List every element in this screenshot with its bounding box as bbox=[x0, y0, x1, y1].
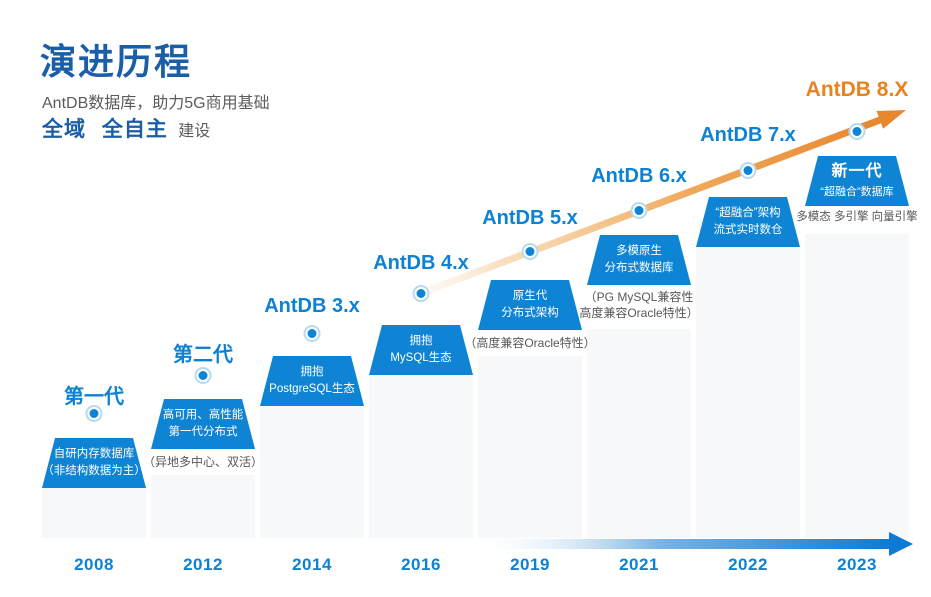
caption-line: 高度兼容Oracle特性） bbox=[579, 305, 699, 320]
slogan-suffix: 建设 bbox=[178, 123, 211, 140]
trapezoid-line: （非结构数据为主） bbox=[42, 465, 146, 477]
milestone-trapezoid: 新一代 “超融合”数据库 bbox=[805, 156, 909, 206]
timeline-column-2012: 第二代 高可用、高性能 第一代分布式 （异地多中心、双活） 2012 bbox=[143, 0, 263, 597]
milestone-caption: （高度兼容Oracle特性） bbox=[457, 336, 603, 352]
milestone-dot bbox=[412, 285, 430, 302]
caption-line: （PG MySQL兼容性 bbox=[584, 290, 694, 304]
trapezoid-line: “超融合”架构 bbox=[715, 207, 781, 220]
year-label: 2016 bbox=[401, 555, 441, 574]
milestone-trapezoid: 拥抱 PostgreSQL生态 bbox=[260, 356, 364, 406]
column-shaft bbox=[260, 406, 364, 538]
trapezoid-line: PostgreSQL生态 bbox=[269, 383, 355, 395]
milestone-trapezoid: 多模原生 分布式数据库 bbox=[587, 235, 691, 285]
year-label: 2014 bbox=[292, 555, 332, 574]
milestone-caption: （异地多中心、双活） bbox=[130, 455, 276, 471]
milestone-dot bbox=[303, 325, 321, 342]
milestone-caption: 多模态 多引擎 向量引擎 bbox=[784, 210, 930, 225]
timeline-column-2008: 第一代 自研内存数据库 （非结构数据为主） 2008 bbox=[42, 0, 146, 597]
timeline-column-2014: AntDB 3.x 拥抱 PostgreSQL生态 2014 bbox=[260, 0, 364, 597]
milestone-trapezoid: 自研内存数据库 （非结构数据为主） bbox=[42, 438, 146, 488]
year-label: 2021 bbox=[619, 555, 659, 574]
trapezoid-line: 多模原生 bbox=[616, 245, 662, 258]
milestone-trapezoid: 高可用、高性能 第一代分布式 bbox=[151, 399, 255, 449]
year-label: 2008 bbox=[74, 555, 114, 574]
milestone-dot bbox=[521, 243, 539, 260]
milestone-caption: （PG MySQL兼容性 高度兼容Oracle特性） bbox=[566, 290, 712, 322]
trapezoid-line: “超融合”数据库 bbox=[820, 186, 894, 199]
trapezoid-line: 分布式数据库 bbox=[604, 262, 674, 274]
milestone-trapezoid: 拥抱 MySQL生态 bbox=[369, 325, 473, 375]
column-shaft bbox=[151, 475, 255, 538]
page-title: 演进历程 bbox=[40, 41, 193, 82]
trapezoid-line: 分布式架构 bbox=[501, 307, 559, 319]
milestone-dot bbox=[848, 123, 866, 140]
trapezoid-line: 原生代 bbox=[512, 290, 548, 303]
timeline-column-2019: AntDB 5.x 原生代 分布式架构 （高度兼容Oracle特性） 2019 bbox=[464, 0, 595, 597]
page-subtitle: AntDB数据库，助力5G商用基础 bbox=[42, 95, 270, 112]
trapezoid-line: MySQL生态 bbox=[390, 352, 452, 364]
caption-line: （异地多中心、双活） bbox=[142, 455, 263, 469]
slogan: 全域 全自主 建设 bbox=[42, 113, 210, 143]
version-label: AntDB 8.X bbox=[805, 78, 909, 101]
trapezoid-line: 自研内存数据库 bbox=[53, 448, 135, 461]
timeline-column-2016: AntDB 4.x 拥抱 MySQL生态 2016 bbox=[369, 0, 473, 597]
column-shaft bbox=[369, 375, 473, 538]
year-label: 2019 bbox=[510, 555, 550, 574]
timeline-column-2023: AntDB 8.X 新一代 “超融合”数据库 多模态 多引擎 向量引擎 2023 bbox=[796, 0, 917, 597]
year-label: 2022 bbox=[728, 555, 768, 574]
generation-label: 第二代 bbox=[173, 344, 233, 366]
milestone-dot bbox=[630, 202, 648, 219]
milestone-dot bbox=[739, 162, 757, 179]
trapezoid-line: 拥抱 bbox=[300, 366, 324, 379]
caption-line: （高度兼容Oracle特性） bbox=[464, 336, 596, 350]
milestone-dot bbox=[194, 367, 212, 384]
year-label: 2012 bbox=[183, 555, 223, 574]
trapezoid-line: 第一代分布式 bbox=[168, 426, 238, 438]
generation-label: 第一代 bbox=[64, 386, 124, 408]
column-shaft bbox=[587, 329, 691, 538]
slogan-bold: 全域 全自主 bbox=[42, 118, 168, 141]
timeline-column-2021: AntDB 6.x 多模原生 分布式数据库 （PG MySQL兼容性 高度兼容O… bbox=[579, 0, 698, 597]
trapezoid-line: 高可用、高性能 bbox=[162, 409, 244, 422]
trapezoid-line: 流式实时数仓 bbox=[713, 224, 783, 236]
milestone-dot bbox=[85, 405, 103, 422]
version-label: AntDB 3.x bbox=[264, 295, 360, 317]
column-shaft bbox=[805, 234, 909, 538]
column-shaft bbox=[42, 487, 146, 538]
caption-line: 多模态 多引擎 向量引擎 bbox=[796, 211, 918, 223]
column-shaft bbox=[478, 356, 582, 538]
year-label: 2023 bbox=[837, 555, 877, 574]
trapezoid-line: 拥抱 bbox=[409, 335, 433, 348]
trapezoid-line: 新一代 bbox=[831, 163, 883, 181]
